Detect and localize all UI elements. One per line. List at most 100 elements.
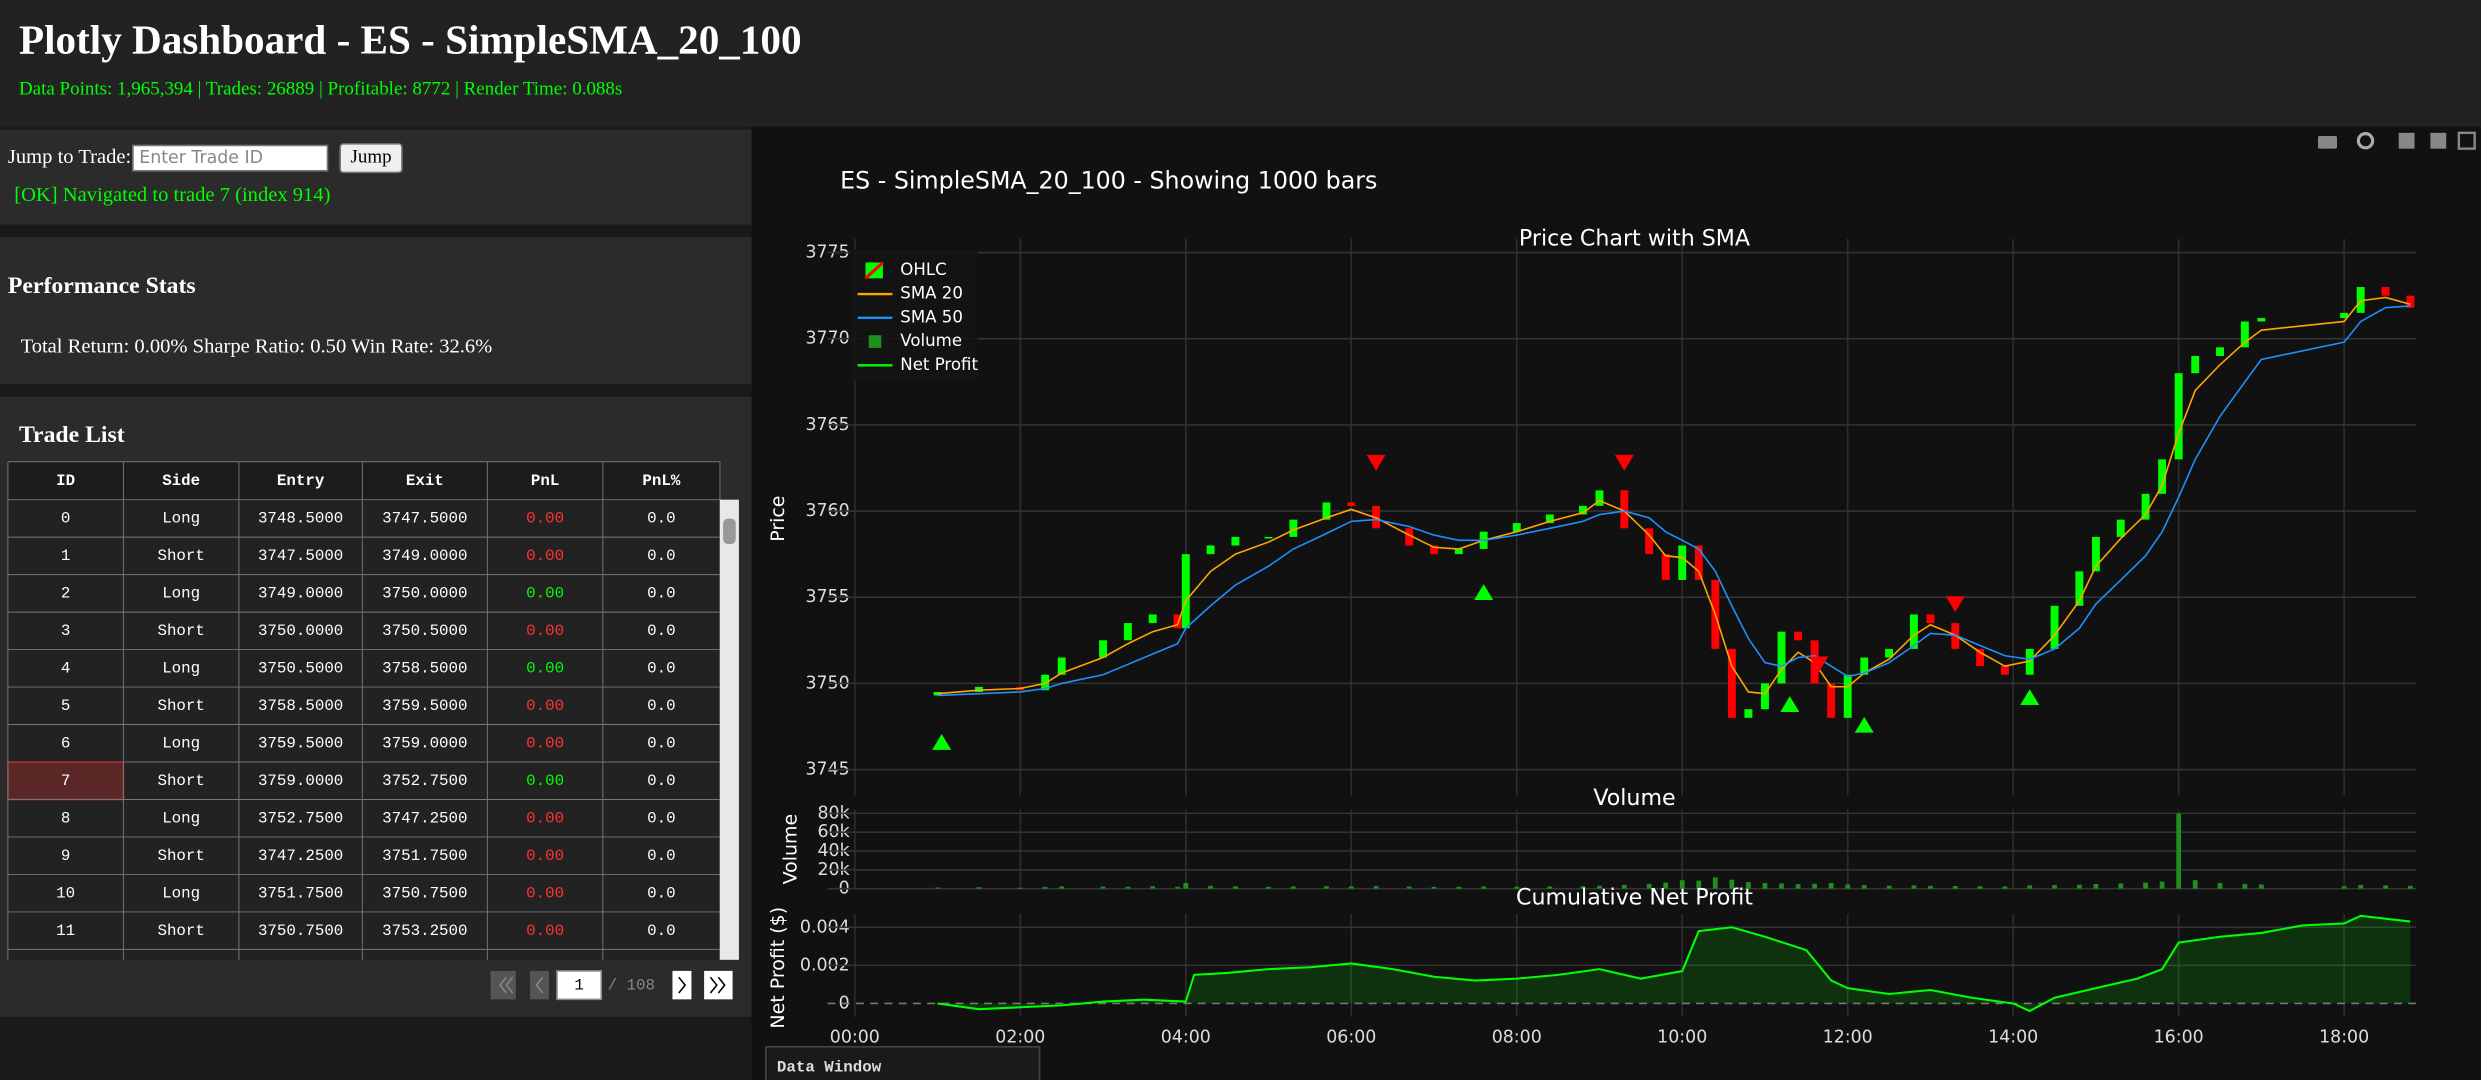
legend-label: SMA 50 xyxy=(900,307,963,326)
table-cell: 1 xyxy=(61,547,70,565)
table-cell: 0.0 xyxy=(647,847,675,865)
input-placeholder: Enter Trade ID xyxy=(139,148,263,168)
jump-button[interactable] xyxy=(339,143,403,174)
volume-bar xyxy=(2358,884,2364,889)
legend-label: SMA 20 xyxy=(900,284,963,303)
profit-area xyxy=(937,915,2411,1012)
table-cell: 3752.7500 xyxy=(258,809,343,827)
first-page-button[interactable] xyxy=(490,970,516,1000)
candle xyxy=(1405,528,1414,546)
volume-bar xyxy=(2052,885,2057,889)
zoom-out-icon[interactable] xyxy=(2430,132,2447,149)
candle xyxy=(1512,523,1521,532)
prev-page-button[interactable] xyxy=(530,970,550,1000)
candle xyxy=(1123,623,1132,641)
scrollbar[interactable] xyxy=(719,499,739,960)
volume-bar xyxy=(1183,883,1189,889)
table-cell: 0.00 xyxy=(526,884,564,902)
candle xyxy=(2000,666,2009,675)
candle xyxy=(1545,514,1554,524)
column-header: PnL% xyxy=(642,472,680,490)
candle xyxy=(1976,648,1985,667)
trade-id-input[interactable] xyxy=(132,144,329,172)
volume-bar xyxy=(1597,885,1602,889)
table-cell: 3751.7500 xyxy=(258,884,343,902)
profit-line xyxy=(937,914,2411,1013)
table-cell: 0.00 xyxy=(526,772,564,790)
camera-icon[interactable] xyxy=(2318,135,2338,149)
subplot-title: Price Chart with SMA xyxy=(1519,225,1750,251)
volume-bar xyxy=(1812,883,1817,889)
volume-bar xyxy=(2176,813,2182,889)
candle xyxy=(1694,545,1703,580)
table-cell: 6 xyxy=(61,734,70,752)
volume-bar xyxy=(1042,886,1048,889)
volume-bar xyxy=(1886,885,1892,889)
zoom-in-icon[interactable] xyxy=(2398,132,2415,149)
table-cell: 0.00 xyxy=(526,547,564,565)
column-header: PnL xyxy=(531,472,559,490)
candle xyxy=(2356,287,2365,313)
table-cell: 5 xyxy=(61,697,70,715)
candle xyxy=(1264,536,1273,539)
zoom-icon[interactable] xyxy=(2356,132,2375,150)
jump-button-label: Jump xyxy=(350,146,391,167)
table-cell: 0.0 xyxy=(647,884,675,902)
selected-cell xyxy=(7,761,125,801)
column-header: Side xyxy=(162,472,200,490)
subplot-title: Volume xyxy=(1593,785,1675,811)
last-icon xyxy=(709,976,726,994)
volume-bar xyxy=(1406,886,1412,889)
candle xyxy=(1595,490,1604,506)
volume-bar xyxy=(1663,882,1669,889)
table-cell: 3759.0000 xyxy=(382,734,467,752)
volume-bar xyxy=(2027,885,2033,889)
volume-bar xyxy=(2159,881,2165,889)
table-cell: Short xyxy=(157,547,204,565)
autoscale-icon[interactable] xyxy=(2457,131,2476,150)
table-cell: 0.00 xyxy=(526,622,564,640)
candle xyxy=(2240,321,2249,348)
page-input[interactable] xyxy=(556,970,603,1001)
candle xyxy=(1099,640,1108,658)
scroll-thumb[interactable] xyxy=(723,518,736,544)
sma-line xyxy=(937,296,2411,695)
volume-bar xyxy=(1779,883,1784,889)
table-cell: 2 xyxy=(61,585,70,603)
volume-bar xyxy=(1481,886,1487,889)
stats-title: Performance Stats xyxy=(8,273,196,299)
table-header-bg xyxy=(7,461,720,500)
table-cell: 3747.5000 xyxy=(258,547,343,565)
table-cell: 3759.0000 xyxy=(258,772,343,790)
candle xyxy=(2091,536,2100,572)
volume-bar xyxy=(1646,883,1652,889)
table-cell: 10 xyxy=(56,884,75,902)
next-page-button[interactable] xyxy=(672,970,692,1000)
y-axis-title: Volume xyxy=(780,814,802,885)
table-cell: Short xyxy=(157,847,204,865)
candle xyxy=(1843,674,1852,718)
sell-marker xyxy=(1945,596,1965,613)
volume-bar xyxy=(1233,886,1238,889)
plot-title: ES - SimpleSMA_20_100 - Showing 1000 bar… xyxy=(840,166,1377,194)
legend-label: Volume xyxy=(900,331,962,350)
subplot-title: Cumulative Net Profit xyxy=(1516,885,1753,911)
volume-bar xyxy=(2217,883,2223,889)
table-cell: 3748.5000 xyxy=(258,510,343,528)
volume-bar xyxy=(2118,883,2124,889)
candle xyxy=(1454,548,1463,555)
legend-icon xyxy=(868,335,882,348)
table-cell: 3747.2500 xyxy=(258,847,343,865)
last-page-button[interactable] xyxy=(704,970,733,1000)
table-cell: 0.0 xyxy=(647,772,675,790)
volume-bar xyxy=(1580,886,1586,889)
page-title: Plotly Dashboard - ES - SimpleSMA_20_100 xyxy=(19,17,802,63)
candle xyxy=(1827,683,1836,718)
data-window-title: Data Window xyxy=(777,1059,882,1077)
table-cell: Short xyxy=(157,622,204,640)
pagination xyxy=(490,970,733,1001)
buy-marker xyxy=(2020,689,2040,706)
table-cell: 3752.7500 xyxy=(382,772,467,790)
candle xyxy=(1206,545,1215,555)
